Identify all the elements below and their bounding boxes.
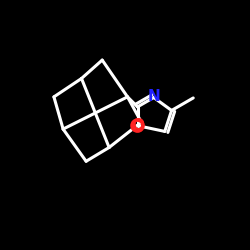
Text: N: N	[148, 89, 160, 104]
Text: O: O	[131, 118, 144, 133]
